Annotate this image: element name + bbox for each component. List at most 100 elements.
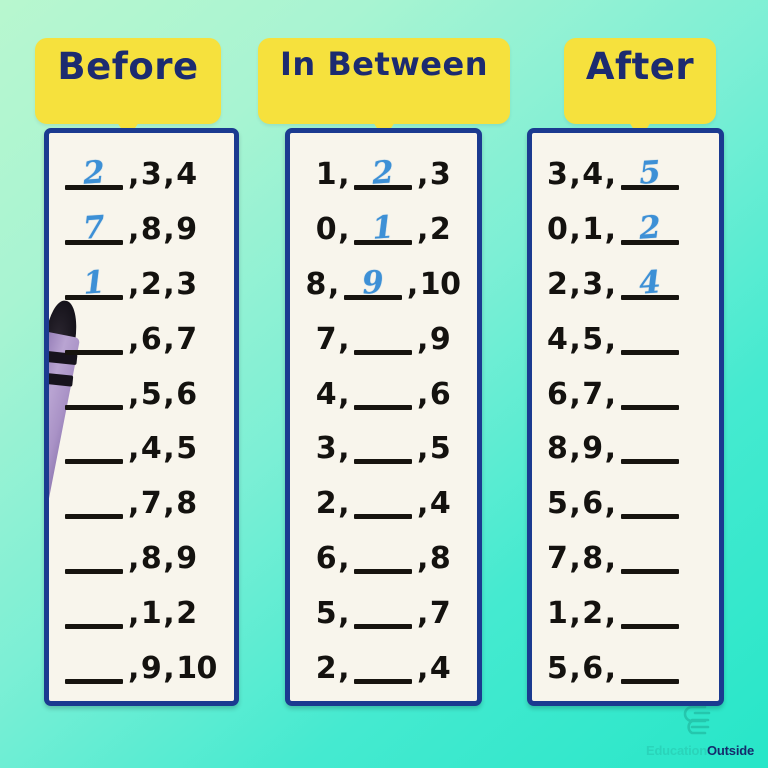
comma-separator: , bbox=[569, 540, 581, 576]
printed-number: 6 bbox=[315, 540, 337, 576]
problem-row: 6,,8 bbox=[290, 527, 477, 579]
answer-blank[interactable]: 2 bbox=[354, 153, 412, 195]
printed-number: 8 bbox=[547, 431, 568, 467]
printed-number: 2 bbox=[315, 650, 337, 686]
answer-blank[interactable] bbox=[620, 537, 679, 579]
printed-number: 4 bbox=[582, 157, 603, 193]
brand-name: EducationOutside bbox=[640, 743, 760, 758]
comma-separator: , bbox=[604, 540, 616, 576]
answer-line bbox=[354, 404, 412, 410]
comma-separator: , bbox=[417, 486, 428, 522]
printed-number: 8 bbox=[140, 540, 162, 576]
comma-separator: , bbox=[417, 540, 428, 576]
problem-row: 7,8,9 bbox=[49, 198, 234, 250]
answer-line bbox=[343, 294, 402, 300]
answer-line bbox=[620, 623, 679, 629]
printed-number: 1 bbox=[547, 595, 568, 631]
answer-blank[interactable] bbox=[620, 427, 679, 469]
comma-separator: , bbox=[604, 486, 616, 522]
printed-number: 4 bbox=[315, 376, 337, 412]
printed-number: 4 bbox=[429, 486, 451, 522]
printed-number: 2 bbox=[176, 595, 197, 631]
comma-separator: , bbox=[163, 376, 175, 412]
answer-blank[interactable] bbox=[620, 647, 679, 689]
answer-blank[interactable] bbox=[65, 373, 123, 415]
answer-blank[interactable]: 1 bbox=[354, 208, 412, 250]
handwritten-answer: 1 bbox=[81, 264, 106, 302]
answer-line bbox=[620, 185, 679, 191]
problem-row: 2,3,4 bbox=[49, 143, 234, 195]
answer-line bbox=[620, 404, 679, 410]
problem-row: 5,,7 bbox=[290, 582, 477, 634]
answer-line bbox=[354, 240, 412, 246]
brand-name-first: Education bbox=[645, 743, 708, 758]
label-cell-after: After bbox=[512, 38, 768, 139]
answer-blank[interactable] bbox=[620, 482, 679, 524]
answer-line bbox=[354, 349, 412, 355]
problem-row: ,6,7 bbox=[49, 308, 234, 360]
printed-number: 6 bbox=[582, 650, 603, 686]
printed-number: 5 bbox=[315, 595, 337, 631]
answer-blank[interactable] bbox=[65, 592, 123, 634]
answer-blank[interactable]: 9 bbox=[343, 263, 402, 305]
answer-blank[interactable]: 2 bbox=[620, 208, 679, 250]
answer-blank[interactable] bbox=[65, 318, 123, 360]
printed-number: 2 bbox=[315, 486, 337, 522]
answer-blank[interactable] bbox=[354, 318, 412, 360]
comma-separator: , bbox=[128, 595, 139, 631]
printed-number: 4 bbox=[429, 650, 451, 686]
problem-row: 1,2, bbox=[532, 582, 719, 634]
printed-number: 9 bbox=[140, 650, 162, 686]
printed-number: 5 bbox=[547, 650, 568, 686]
printed-number: 9 bbox=[429, 321, 451, 357]
answer-blank[interactable] bbox=[354, 482, 412, 524]
answer-blank[interactable] bbox=[65, 537, 123, 579]
problem-row: 5,6, bbox=[532, 637, 719, 689]
comma-separator: , bbox=[338, 157, 349, 193]
comma-separator: , bbox=[569, 212, 581, 248]
comma-separator: , bbox=[604, 266, 616, 302]
comma-separator: , bbox=[163, 431, 175, 467]
problem-row: ,7,8 bbox=[49, 472, 234, 524]
comma-separator: , bbox=[338, 431, 349, 467]
answer-blank[interactable]: 5 bbox=[620, 153, 679, 195]
printed-number: 6 bbox=[582, 486, 603, 522]
comma-separator: , bbox=[163, 212, 175, 248]
answer-blank[interactable] bbox=[354, 373, 412, 415]
answer-blank[interactable] bbox=[65, 427, 123, 469]
comma-separator: , bbox=[128, 486, 139, 522]
comma-separator: , bbox=[163, 266, 175, 302]
answer-blank[interactable] bbox=[65, 647, 123, 689]
printed-number: 1 bbox=[582, 212, 603, 248]
answer-blank[interactable] bbox=[354, 537, 412, 579]
answer-blank[interactable]: 4 bbox=[620, 263, 679, 305]
comma-separator: , bbox=[569, 376, 581, 412]
answer-blank[interactable]: 2 bbox=[65, 153, 123, 195]
problem-row: 2,3,4 bbox=[532, 253, 719, 305]
answer-blank[interactable] bbox=[354, 592, 412, 634]
problem-row: , 9, 10 bbox=[49, 637, 234, 689]
answer-blank[interactable] bbox=[620, 373, 679, 415]
comma-separator: , bbox=[128, 266, 139, 302]
answer-blank[interactable]: 7 bbox=[65, 208, 123, 250]
comma-separator: , bbox=[163, 540, 175, 576]
printed-number: 2 bbox=[582, 595, 603, 631]
answer-blank[interactable] bbox=[620, 592, 679, 634]
printed-number: 3 bbox=[582, 266, 603, 302]
answer-blank[interactable] bbox=[620, 318, 679, 360]
answer-line bbox=[620, 568, 679, 574]
answer-blank[interactable] bbox=[354, 647, 412, 689]
comma-separator: , bbox=[569, 650, 581, 686]
worksheet-cards: CRAYOLA 2,3,47,8,91,2,3,6,7,5,6,4,5,7,8,… bbox=[0, 128, 768, 706]
comma-separator: , bbox=[163, 321, 175, 357]
comma-separator: , bbox=[338, 540, 349, 576]
answer-blank[interactable]: 1 bbox=[65, 263, 123, 305]
answer-blank[interactable] bbox=[65, 482, 123, 524]
printed-number: 2 bbox=[429, 212, 451, 248]
comma-separator: , bbox=[417, 376, 428, 412]
comma-separator: , bbox=[338, 486, 349, 522]
education-outside-logo-icon bbox=[683, 705, 711, 735]
worksheet-card-before: CRAYOLA 2,3,47,8,91,2,3,6,7,5,6,4,5,7,8,… bbox=[44, 128, 239, 706]
comma-separator: , bbox=[128, 212, 139, 248]
answer-blank[interactable] bbox=[354, 427, 412, 469]
